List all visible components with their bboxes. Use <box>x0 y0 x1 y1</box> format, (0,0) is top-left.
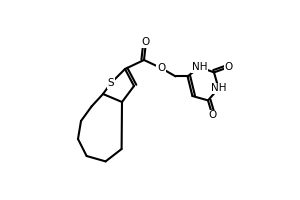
Text: O: O <box>142 37 150 47</box>
Text: O: O <box>157 63 165 73</box>
Text: NH: NH <box>211 83 226 93</box>
Text: NH: NH <box>192 62 207 72</box>
Text: S: S <box>108 78 114 88</box>
Text: O: O <box>225 62 233 72</box>
Text: O: O <box>208 110 217 120</box>
